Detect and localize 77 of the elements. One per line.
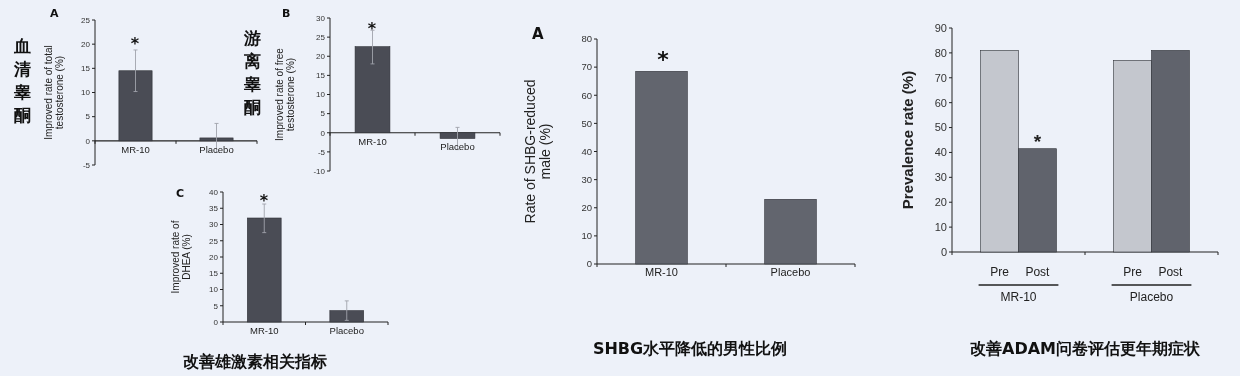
y-tick-label: 35	[209, 204, 219, 214]
text: Pre	[1123, 265, 1142, 279]
y-tick-label: 10	[316, 90, 326, 100]
y-tick-label: 80	[581, 33, 592, 45]
text: B	[282, 7, 291, 20]
y-tick-label: 10	[209, 285, 219, 295]
x-tick-label: Placebo	[199, 143, 234, 155]
x-tick-label: MR-10	[249, 325, 279, 336]
y-tick-label: 15	[316, 71, 326, 81]
text: A	[50, 7, 59, 20]
y-tick-label: 0	[85, 136, 91, 146]
y-tick-label: 90	[934, 21, 947, 34]
y-tick-label: 15	[209, 269, 219, 279]
y-tick-label: 40	[934, 146, 947, 159]
y-tick-label: 50	[934, 121, 947, 134]
annotation: *	[259, 191, 269, 210]
text: 血清睾酮	[12, 36, 31, 125]
y-tick-label: 25	[316, 32, 326, 42]
y-tick-label: 0	[320, 128, 326, 138]
y-tick-label: 25	[81, 15, 91, 25]
text: C	[176, 187, 185, 200]
text: A	[532, 25, 544, 43]
y-tick-label: 20	[209, 252, 219, 262]
y-axis-title: Rate of SHBG-reduced male (%)	[522, 79, 554, 224]
y-tick-label: 70	[581, 61, 592, 73]
y-tick-label: 30	[209, 220, 219, 230]
annotation: *	[1033, 131, 1042, 153]
series-label: Post	[1025, 265, 1051, 279]
y-tick-label: 5	[213, 301, 219, 311]
y-tick-label: 0	[940, 245, 947, 258]
y-tick-label: 60	[581, 89, 592, 101]
y-tick-label: 5	[320, 109, 326, 119]
x-tick-label: MR-10	[121, 143, 150, 155]
y-tick-label: 25	[209, 236, 219, 246]
x-tick-label: MR-10	[644, 266, 679, 278]
y-tick-label: 30	[316, 13, 326, 23]
y-tick-label: 70	[934, 71, 947, 84]
y-tick-label: 0	[586, 258, 592, 270]
y-tick-label: 30	[934, 171, 947, 184]
y-tick-label: 60	[934, 96, 947, 109]
text: 改善ADAM问卷评估更年期症状	[970, 339, 1201, 358]
x-tick-label: Placebo	[1129, 290, 1174, 304]
x-tick-label: Placebo	[770, 266, 811, 278]
y-tick-label: 30	[581, 173, 592, 185]
y-axis-title: Prevalence rate (%)	[899, 70, 916, 210]
y-tick-label: 15	[81, 64, 91, 74]
y-tick-label: 5	[85, 112, 91, 122]
y-tick-label: 20	[581, 202, 592, 214]
y-tick-label: -5	[317, 147, 326, 157]
x-tick-label: Placebo	[329, 325, 364, 336]
y-tick-label: 50	[581, 117, 592, 129]
y-tick-label: 20	[934, 196, 947, 209]
x-tick-label: MR-10	[358, 135, 387, 147]
text: SHBG水平降低的男性比例	[592, 339, 788, 358]
y-tick-label: -10	[313, 166, 326, 176]
text: 改善雄激素相关指标	[183, 352, 327, 371]
y-tick-label: 10	[81, 88, 91, 98]
y-axis-title: Improved rate of DHEA (%)	[170, 220, 192, 294]
y-tick-label: 0	[213, 317, 219, 327]
series-label: Pre	[990, 265, 1010, 279]
y-tick-label: 20	[316, 52, 326, 62]
annotation: *	[130, 34, 140, 53]
y-tick-label: 10	[581, 230, 592, 242]
y-tick-label: 80	[934, 46, 947, 59]
y-axis-title: Improved rate of free testosterone (%)	[274, 47, 296, 141]
x-tick-label: Placebo	[440, 141, 475, 153]
y-tick-label: 40	[581, 145, 592, 157]
y-tick-label: 40	[209, 187, 219, 197]
y-tick-label: -5	[82, 160, 91, 170]
x-tick-label: MR-10	[1000, 290, 1037, 304]
annotation: *	[657, 47, 670, 72]
text: Post	[1158, 265, 1183, 279]
y-tick-label: 20	[81, 39, 91, 49]
y-axis-title: Improved rate of total testosterone (%)	[43, 45, 65, 140]
y-tick-label: 10	[934, 220, 947, 233]
annotation: *	[367, 19, 377, 38]
annotation: 游离睾酮	[242, 28, 261, 117]
